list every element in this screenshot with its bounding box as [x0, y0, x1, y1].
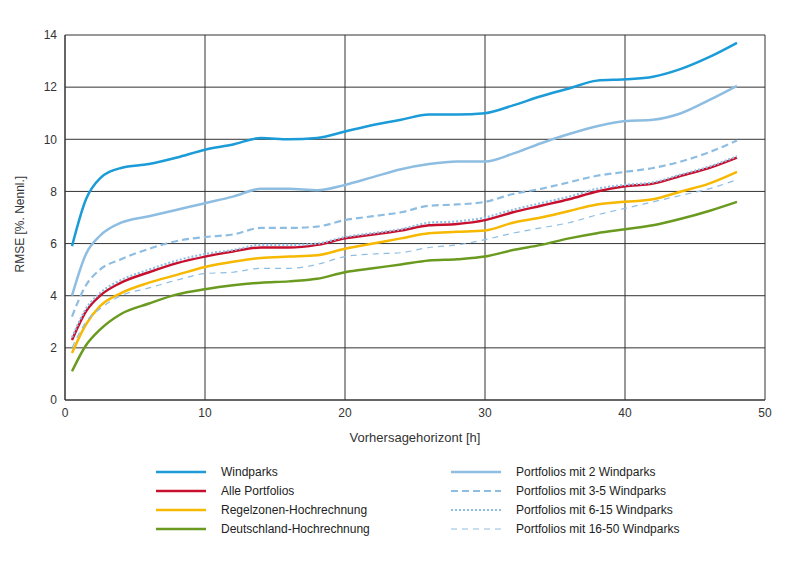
html-text:Windparks: Windparks: [221, 464, 278, 479]
svg-text:4: 4: [50, 289, 57, 303]
html-text:Alle Portfolios: Alle Portfolios: [221, 483, 295, 498]
svg-text:12: 12: [44, 80, 58, 94]
svg-text:40: 40: [618, 406, 632, 420]
svg-text:6: 6: [50, 237, 57, 251]
svg-text:Vorhersagehorizont [h]: Vorhersagehorizont [h]: [350, 430, 481, 445]
svg-text:0: 0: [50, 393, 57, 407]
svg-text:14: 14: [44, 28, 58, 42]
svg-text:30: 30: [478, 406, 492, 420]
html-text:Portfolios mit 6-15 Windparks: Portfolios mit 6-15 Windparks: [516, 502, 673, 517]
html-text:Regelzonen-Hochrechnung: Regelzonen-Hochrechnung: [221, 502, 368, 517]
svg-text:8: 8: [50, 185, 57, 199]
svg-text:0: 0: [62, 406, 69, 420]
svg-text:2: 2: [50, 341, 57, 355]
html-text:Portfolios mit 3-5 Windparks: Portfolios mit 3-5 Windparks: [516, 483, 666, 498]
svg-text:10: 10: [198, 406, 212, 420]
html-text:Deutschland-Hochrechnung: Deutschland-Hochrechnung: [221, 521, 370, 536]
svg-text:RMSE [%. Nennl.]: RMSE [%. Nennl.]: [13, 176, 27, 273]
svg-text:20: 20: [338, 406, 352, 420]
html-text:Portfolios mit 16-50 Windparks: Portfolios mit 16-50 Windparks: [516, 521, 680, 536]
svg-text:10: 10: [44, 133, 58, 147]
svg-text:50: 50: [758, 406, 772, 420]
html-text:Portfolios mit 2 Windparks: Portfolios mit 2 Windparks: [516, 464, 656, 479]
